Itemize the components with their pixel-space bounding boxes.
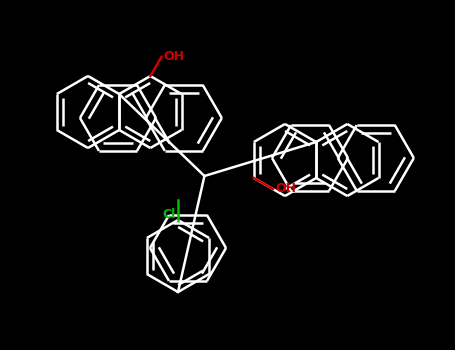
Text: Cl: Cl [163,208,176,221]
Text: OH: OH [163,50,184,63]
Text: OH: OH [275,182,296,196]
